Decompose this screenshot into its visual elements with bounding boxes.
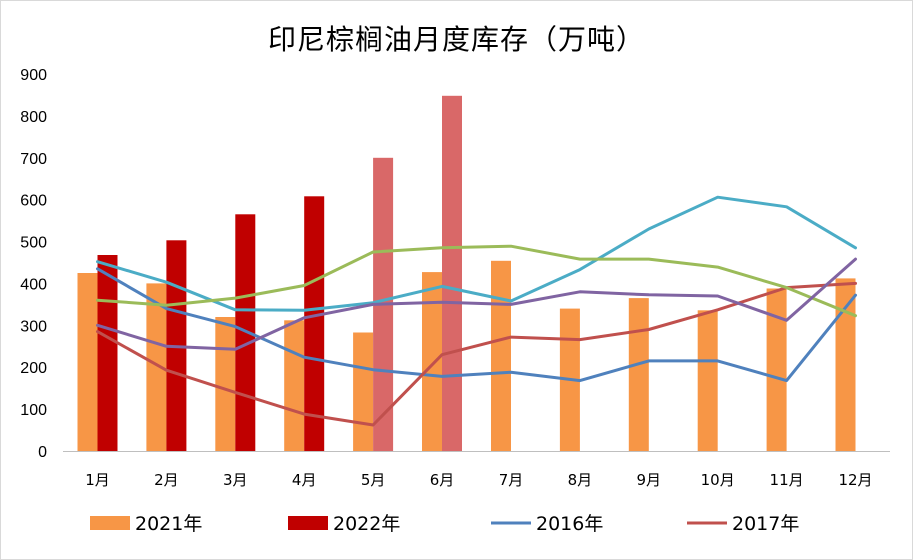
x-tick-label: 3月 [223,471,248,489]
x-tick-label: 11月 [770,471,804,489]
y-tick-label: 200 [20,360,47,377]
x-tick-label: 1月 [85,471,110,489]
x-tick-label: 10月 [701,471,735,489]
bar-2021年-3月 [215,317,236,451]
legend-label: 2017年 [732,513,799,535]
x-tick-label: 12月 [838,471,872,489]
y-tick-label: 700 [20,151,47,168]
bar-2021年-11月 [766,288,787,451]
bar-series [77,95,856,452]
x-tick-label: 2月 [154,471,179,489]
y-tick-label: 100 [20,402,47,419]
bar-2021年-2月 [146,283,167,451]
y-tick-label: 900 [20,67,47,84]
legend-label: 2021年 [135,513,202,535]
bar-2021年-6月 [422,272,442,451]
bar-2022年-1月 [97,255,118,451]
x-tick-label: 7月 [499,471,524,489]
line-series-5 [96,257,857,351]
bar-2022年-4月 [304,196,325,451]
line-series-4 [96,244,857,318]
x-tick-label: 4月 [292,471,317,489]
x-tick-label: 5月 [361,471,386,489]
legend-swatch [90,516,130,530]
bar-2021年-4月 [284,320,305,451]
legend-swatch [288,516,328,530]
y-axis-labels: 0 100 200 300 400 500 600 700 800 900 [20,67,47,461]
y-tick-label: 800 [20,109,47,126]
line-2017年 [96,281,857,427]
line-series-3 [96,195,857,312]
y-tick-label: 600 [20,193,47,210]
bar-2021年-7月 [491,260,511,451]
bar-2021年-12月 [835,278,856,451]
y-tick-label: 0 [38,444,47,461]
x-axis-labels: 1月 2月 3月 4月 5月 6月 7月 8月 9月 10月 11月 12月 [85,471,872,489]
bar-2021年-1月 [77,273,98,451]
y-tick-label: 400 [20,276,47,293]
line-2016年 [96,267,857,383]
legend-label: 2016年 [536,513,603,535]
bar-2022年-6月 [442,95,462,452]
y-tick-label: 300 [20,318,47,335]
legend-label: 2022年 [333,513,400,535]
x-tick-label: 6月 [430,471,455,489]
x-tick-label: 9月 [637,471,662,489]
bar-2021年-10月 [697,310,718,451]
y-tick-label: 500 [20,235,47,252]
bar-2021年-9月 [628,298,649,451]
chart-title: 印尼棕榈油月度库存（万吨） [267,23,645,56]
x-tick-label: 8月 [568,471,593,489]
bar-2021年-5月 [353,332,374,451]
legend: 2021年 2022年 2016年 2017年 [90,513,799,535]
line-series [96,195,857,427]
